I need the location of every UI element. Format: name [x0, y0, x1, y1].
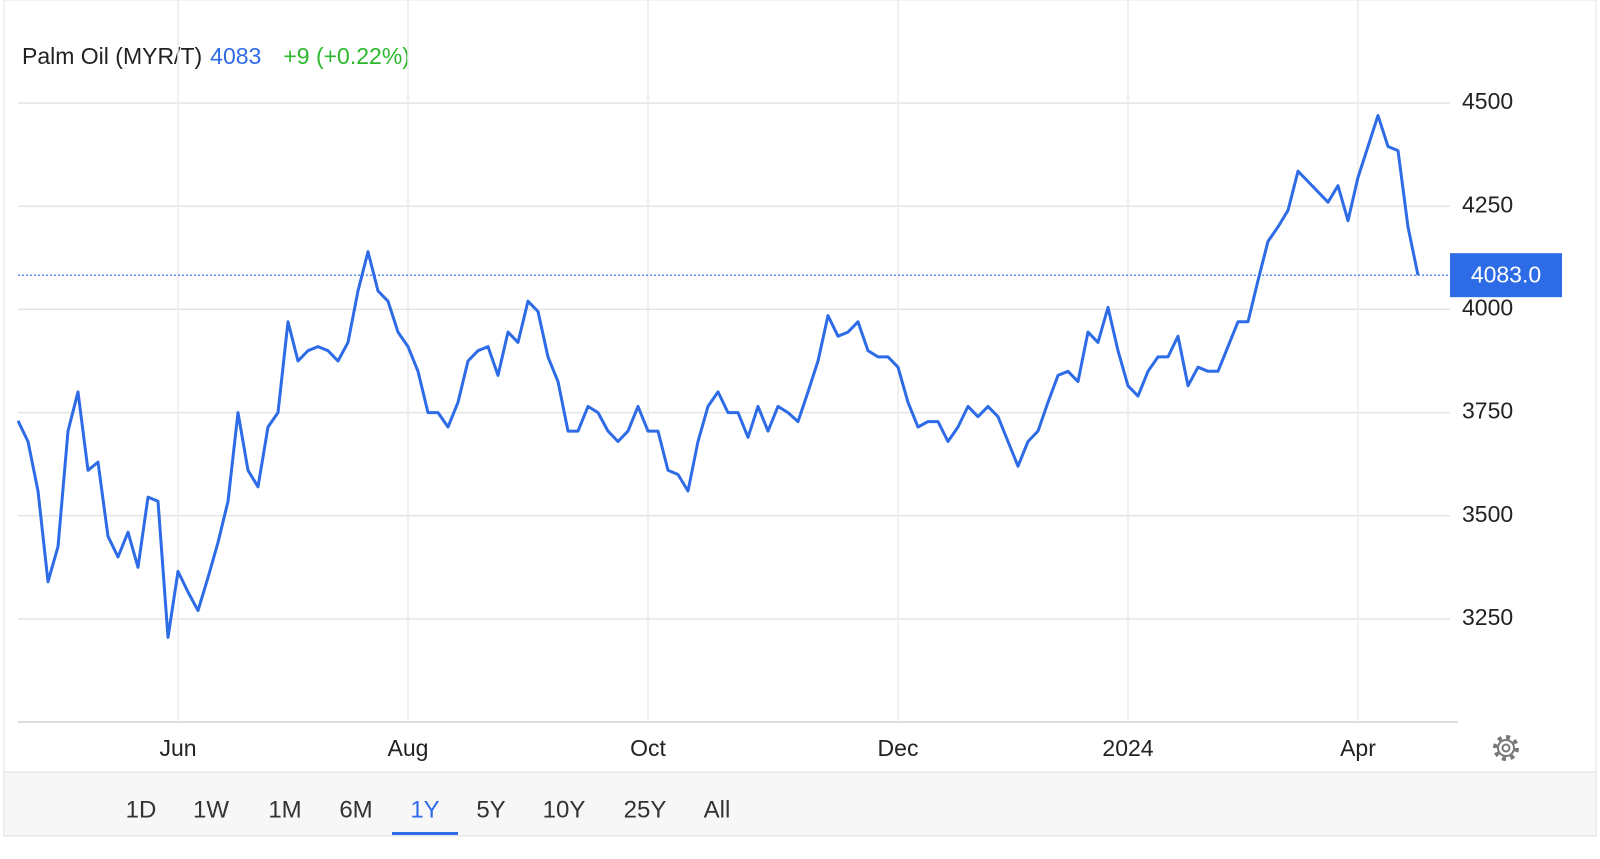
range-button[interactable]: 10Y [543, 796, 586, 823]
x-tick-label: Dec [878, 735, 919, 761]
chart-header: Palm Oil (MYR/T) 4083 +9 (+0.22%) [22, 43, 410, 69]
y-tick-label: 4500 [1462, 88, 1513, 114]
x-tick-label: 2024 [1102, 735, 1153, 761]
change: +9 (+0.22%) [283, 43, 410, 69]
range-label: 1W [193, 796, 229, 823]
range-label: 1D [126, 796, 157, 823]
price-badge-label: 4083.0 [1471, 261, 1541, 287]
range-label: 10Y [543, 796, 586, 823]
range-toolbar [3, 771, 1597, 837]
y-tick-label: 4000 [1462, 295, 1513, 321]
y-tick-label: 3250 [1462, 604, 1513, 630]
settings-icon[interactable] [1493, 735, 1519, 761]
x-tick-label: Apr [1340, 735, 1376, 761]
range-button[interactable]: 5Y [476, 796, 505, 823]
range-button[interactable]: 25Y [624, 796, 667, 823]
range-label: 1Y [410, 796, 439, 823]
range-button[interactable]: All [704, 796, 731, 823]
range-label: 1M [268, 796, 301, 823]
range-label: All [704, 796, 731, 823]
price-line [16, 114, 1420, 639]
y-tick-label: 3750 [1462, 398, 1513, 424]
range-label: 25Y [624, 796, 667, 823]
chart-title: Palm Oil (MYR/T) [22, 43, 202, 69]
range-button[interactable]: 1W [193, 796, 229, 823]
x-tick-label: Oct [630, 735, 666, 761]
y-tick-label: 4250 [1462, 191, 1513, 217]
gear-teeth [1493, 735, 1519, 761]
gear-hub [1501, 743, 1511, 753]
range-button[interactable]: 1Y [392, 796, 458, 835]
range-underline [392, 832, 458, 835]
range-button[interactable]: 1D [126, 796, 157, 823]
x-tick-label: Aug [388, 735, 429, 761]
chart-frame [3, 0, 1597, 773]
price-badge [1450, 253, 1562, 298]
range-button[interactable]: 1M [268, 796, 301, 823]
y-tick-label: 3500 [1462, 501, 1513, 527]
price: 4083 [210, 43, 261, 69]
range-label: 5Y [476, 796, 505, 823]
range-button[interactable]: 6M [339, 796, 372, 823]
gear-ring [1497, 739, 1515, 757]
x-tick-label: Jun [159, 735, 196, 761]
range-label: 6M [339, 796, 372, 823]
